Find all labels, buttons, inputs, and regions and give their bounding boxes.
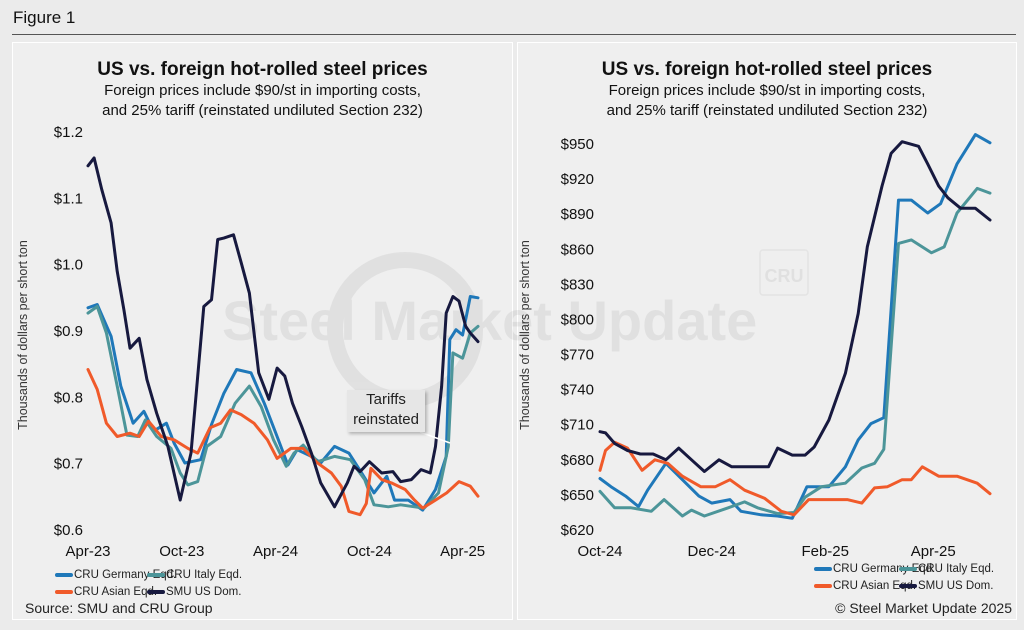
x-tick-label: Apr-25 bbox=[440, 543, 485, 560]
legend-item-germany: CRU Germany Eqd. bbox=[55, 569, 176, 581]
annotation-line-2: reinstated bbox=[353, 411, 419, 428]
y-tick-label: $920 bbox=[561, 171, 594, 188]
watermark-text: Steel Market Update bbox=[222, 289, 757, 352]
legend-swatch bbox=[899, 584, 917, 588]
tariffs-annotation: Tariffs reinstated bbox=[347, 390, 425, 432]
legend-label: CRU Italy Eqd. bbox=[918, 563, 995, 575]
chart-subtitle: Foreign prices include $90/st in importi… bbox=[13, 81, 512, 121]
y-tick-label: $0.9 bbox=[54, 323, 83, 340]
legend-swatch bbox=[899, 567, 917, 571]
legend-item-us: SMU US Dom. bbox=[899, 580, 993, 592]
legend-swatch bbox=[814, 584, 832, 588]
legend-item-germany: CRU Germany Eqd. bbox=[814, 563, 935, 575]
legend-item-italy: CRU Italy Eqd. bbox=[899, 563, 994, 575]
series-line-us bbox=[598, 140, 992, 473]
y-tick-label: $770 bbox=[561, 347, 594, 364]
x-tick-label: Oct-24 bbox=[577, 543, 622, 560]
subtitle-line-1: Foreign prices include $90/st in importi… bbox=[104, 82, 421, 99]
legend-swatch bbox=[55, 573, 73, 577]
watermark-cru-box bbox=[759, 249, 809, 296]
legend-label: CRU Asian Eqd. bbox=[833, 580, 917, 592]
figure-divider bbox=[12, 34, 1016, 35]
annotation-leader-line bbox=[419, 431, 451, 444]
legend-label: CRU Italy Eqd. bbox=[166, 569, 243, 581]
watermark: Steel Market Update CRU bbox=[222, 249, 809, 408]
y-tick-label: $0.8 bbox=[54, 389, 83, 406]
y-tick-label: $1.1 bbox=[54, 190, 83, 207]
legend-item-asian: CRU Asian Eqd. bbox=[55, 586, 157, 598]
legend-label: CRU Asian Eqd. bbox=[74, 586, 158, 598]
y-tick-label: $830 bbox=[561, 276, 594, 293]
subtitle-line-2: and 25% tariff (reinstated undiluted Sec… bbox=[102, 102, 423, 119]
series-line-italy bbox=[598, 186, 992, 518]
source-note: Source: SMU and CRU Group bbox=[25, 600, 213, 616]
chart-title: US vs. foreign hot-rolled steel prices bbox=[97, 59, 428, 80]
legend-label: SMU US Dom. bbox=[166, 586, 242, 598]
chart-panel-left: US vs. foreign hot-rolled steel prices F… bbox=[12, 42, 513, 620]
x-tick-label: Oct-24 bbox=[347, 543, 392, 560]
legend-label: CRU Germany Eqd. bbox=[74, 569, 177, 581]
figure-label: Figure 1 bbox=[13, 8, 76, 27]
watermark-cru-text: CRU bbox=[765, 266, 804, 286]
series-line-us bbox=[86, 156, 480, 509]
y-tick-label: $740 bbox=[561, 382, 594, 399]
y-tick-label: $800 bbox=[561, 311, 594, 328]
legend-label: CRU Germany Eqd. bbox=[833, 563, 936, 575]
x-tick-label: Apr-23 bbox=[65, 543, 110, 560]
chart-left: $1.2 $1.1 $1.0 $0.9 $0.8 $0.7 $0.6 Apr-23 Oct-23… bbox=[54, 124, 485, 560]
y-tick-label: $680 bbox=[561, 452, 594, 469]
x-tick-label: Dec-24 bbox=[688, 543, 736, 560]
series-line-germany bbox=[598, 133, 992, 520]
legend-swatch bbox=[147, 573, 165, 577]
y-tick-label: $890 bbox=[561, 206, 594, 223]
chart-right: $950 $920 $890 $860 $830 $800 $770 $740 $710 $680… bbox=[561, 133, 992, 560]
y-tick-label: $620 bbox=[561, 522, 594, 539]
chart-subtitle: Foreign prices include $90/st in importi… bbox=[518, 81, 1016, 121]
subtitle-line-2: and 25% tariff (reinstated undiluted Sec… bbox=[606, 102, 928, 119]
x-tick-label: Feb-25 bbox=[801, 543, 849, 560]
y-tick-label: $860 bbox=[561, 241, 594, 258]
y-tick-label: $710 bbox=[561, 417, 594, 434]
x-tick-label: Apr-25 bbox=[911, 543, 956, 560]
annotation-line-1: Tariffs bbox=[366, 391, 406, 408]
x-tick-label: Oct-23 bbox=[159, 543, 204, 560]
y-tick-label: $650 bbox=[561, 487, 594, 504]
y-tick-label: $950 bbox=[561, 136, 594, 153]
y-tick-label: $0.6 bbox=[54, 522, 83, 539]
series-line-asian bbox=[598, 440, 992, 517]
legend-swatch bbox=[147, 590, 165, 594]
subtitle-line-1: Foreign prices include $90/st in importi… bbox=[608, 82, 926, 99]
y-tick-label: $1.0 bbox=[54, 257, 83, 274]
series-line-asian bbox=[86, 368, 480, 517]
y-tick-label: $0.7 bbox=[54, 456, 83, 473]
y-tick-label: $1.2 bbox=[54, 124, 83, 141]
copyright-note: © Steel Market Update 2025 bbox=[835, 600, 1012, 616]
legend-swatch bbox=[814, 567, 832, 571]
x-tick-label: Apr-24 bbox=[253, 543, 298, 560]
legend-item-us: SMU US Dom. bbox=[147, 586, 241, 598]
legend-label: SMU US Dom. bbox=[918, 580, 994, 592]
legend-swatch bbox=[55, 590, 73, 594]
chart-panel-right: US vs. foreign hot-rolled steel prices F… bbox=[517, 42, 1017, 620]
legend-item-asian: CRU Asian Eqd. bbox=[814, 580, 916, 592]
legend-item-italy: CRU Italy Eqd. bbox=[147, 569, 242, 581]
chart-title: US vs. foreign hot-rolled steel prices bbox=[601, 59, 933, 80]
